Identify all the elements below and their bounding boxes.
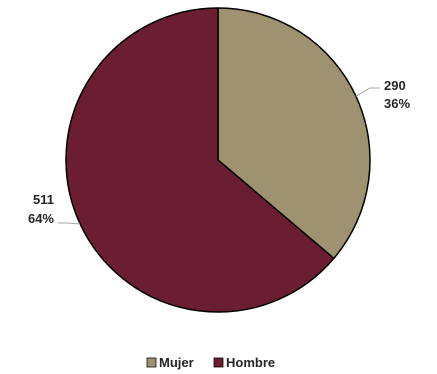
legend-label-mujer: Mujer — [159, 355, 194, 370]
leader-lines — [58, 87, 380, 225]
pie-slices — [65, 7, 371, 313]
data-label-mujer-percent: 36% — [384, 96, 410, 111]
data-label-hombre-value: 511 — [33, 192, 54, 207]
legend: Mujer Hombre — [146, 355, 275, 370]
data-label-mujer-value: 290 — [384, 78, 406, 93]
data-label-hombre-percent: 64% — [28, 211, 54, 226]
legend-swatch-mujer — [146, 357, 157, 368]
pie-slice-hombre — [65, 7, 335, 313]
legend-label-hombre: Hombre — [226, 355, 275, 370]
leader-line-mujer — [355, 87, 380, 97]
legend-swatch-hombre — [213, 357, 224, 368]
leader-line-hombre — [58, 222, 81, 225]
